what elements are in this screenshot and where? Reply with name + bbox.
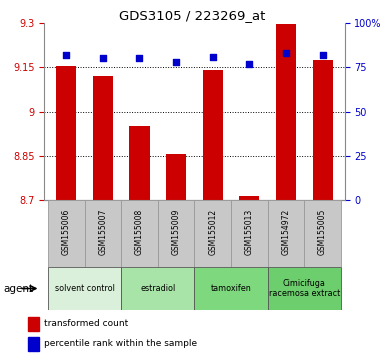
Text: GSM155005: GSM155005 (318, 209, 327, 256)
Text: GSM154972: GSM154972 (281, 209, 290, 256)
Text: transformed count: transformed count (44, 319, 129, 328)
Point (246, 61, 253, 67)
Point (100, 56, 106, 61)
Point (63, 52, 69, 58)
Point (173, 59, 179, 65)
Text: GSM155008: GSM155008 (135, 209, 144, 256)
Bar (304, 200, 341, 267)
Text: Cimicifuga
racemosa extract: Cimicifuga racemosa extract (269, 279, 340, 298)
Bar (276, 24, 296, 200)
Bar (85, 200, 121, 267)
Point (283, 50, 289, 56)
Bar (194, 267, 268, 310)
Bar (203, 70, 223, 200)
Bar (93, 76, 113, 200)
Text: GSM155007: GSM155007 (99, 209, 107, 256)
Point (136, 56, 142, 61)
Text: percentile rank within the sample: percentile rank within the sample (44, 339, 198, 348)
Point (320, 52, 326, 58)
Text: estradiol: estradiol (140, 284, 176, 293)
Text: tamoxifen: tamoxifen (211, 284, 251, 293)
Text: agent: agent (4, 284, 34, 293)
Text: solvent control: solvent control (55, 284, 114, 293)
Text: GSM155012: GSM155012 (208, 209, 217, 255)
Text: GSM155009: GSM155009 (172, 209, 181, 256)
Bar (129, 126, 149, 200)
Bar (48, 267, 121, 310)
Text: GSM155006: GSM155006 (62, 209, 71, 256)
Bar (28, 337, 39, 350)
Bar (166, 154, 186, 200)
Text: GSM155013: GSM155013 (245, 209, 254, 256)
Bar (158, 200, 194, 267)
Bar (268, 200, 304, 267)
Bar (48, 200, 85, 267)
Bar (268, 267, 341, 310)
Point (210, 54, 216, 59)
Text: GDS3105 / 223269_at: GDS3105 / 223269_at (119, 9, 266, 22)
Bar (56, 66, 76, 200)
Bar (28, 317, 39, 331)
Bar (121, 267, 194, 310)
Bar (231, 200, 268, 267)
Bar (239, 196, 259, 200)
Bar (313, 60, 333, 200)
Bar (121, 200, 158, 267)
Bar (194, 200, 231, 267)
